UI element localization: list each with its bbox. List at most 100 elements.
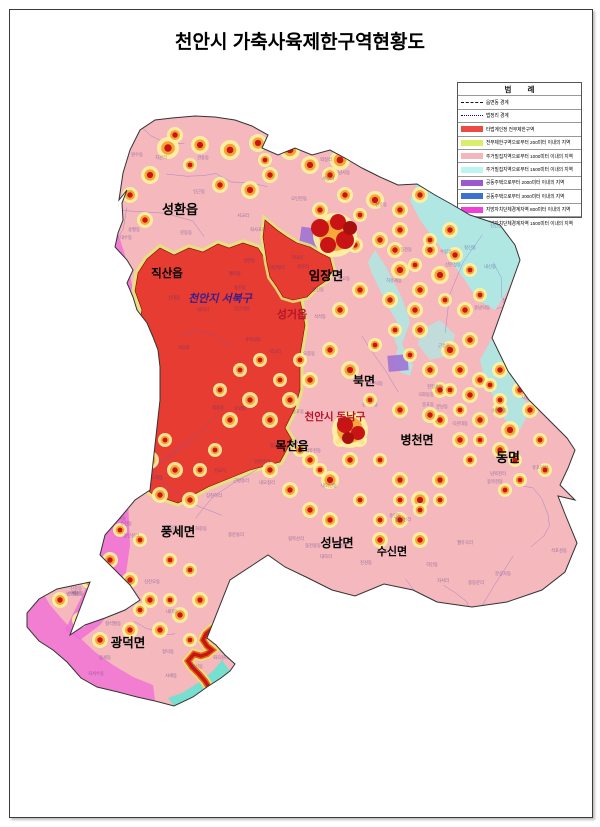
svg-text:진석동: 진석동 (527, 186, 539, 193)
svg-text:평성리: 평성리 (138, 468, 150, 475)
svg-text:양영리: 양영리 (548, 134, 560, 141)
svg-text:문동동: 문동동 (180, 230, 192, 235)
svg-text:림림동: 림림동 (529, 338, 541, 344)
svg-text:만내리: 만내리 (404, 624, 416, 631)
svg-text:교천동: 교천동 (416, 676, 428, 682)
svg-text:수근동: 수근동 (90, 174, 102, 180)
svg-text:하덕리: 하덕리 (291, 254, 303, 261)
svg-text:오인만동: 오인만동 (291, 195, 307, 201)
svg-text:내신리: 내신리 (538, 635, 550, 642)
svg-text:임장면: 임장면 (309, 268, 344, 283)
svg-text:하인동: 하인동 (426, 561, 438, 568)
svg-text:현목상리: 현목상리 (96, 399, 112, 406)
svg-text:산성원리: 산성원리 (500, 686, 516, 693)
svg-text:평석월동: 평석월동 (105, 620, 121, 627)
svg-text:광덕면: 광덕면 (111, 635, 146, 650)
svg-text:내신리: 내신리 (59, 375, 71, 382)
svg-text:대하리: 대하리 (320, 553, 332, 560)
svg-text:내영리: 내영리 (469, 159, 481, 166)
svg-text:문남동: 문남동 (436, 403, 448, 409)
svg-text:관송동: 관송동 (197, 154, 209, 160)
svg-text:월유곡리: 월유곡리 (457, 539, 473, 546)
svg-text:천포서리: 천포서리 (47, 250, 63, 257)
svg-text:내오정리: 내오정리 (259, 479, 275, 486)
svg-text:교북동: 교북동 (363, 675, 375, 681)
svg-text:천안지 서북구: 천안지 서북구 (188, 292, 253, 305)
svg-text:유북동: 유북동 (78, 402, 90, 408)
svg-text:목덕상리: 목덕상리 (540, 331, 556, 338)
svg-text:송남덕동: 송남덕동 (474, 304, 490, 311)
svg-text:근평송리: 근평송리 (233, 477, 249, 484)
svg-text:진성동: 진성동 (360, 559, 372, 565)
svg-text:정덕동: 정덕동 (162, 648, 174, 655)
svg-text:하유세동: 하유세동 (386, 277, 402, 284)
svg-text:정북동: 정북동 (390, 669, 402, 676)
svg-text:석포성동: 석포성동 (551, 547, 567, 554)
svg-text:월산동: 월산동 (72, 590, 84, 597)
svg-text:인오서동: 인오서동 (405, 691, 421, 698)
svg-text:현평용동: 현평용동 (427, 383, 443, 389)
svg-text:성남면: 성남면 (320, 535, 353, 550)
svg-text:유포덕리: 유포덕리 (532, 464, 548, 471)
svg-text:송인성리: 송인성리 (123, 532, 139, 539)
svg-text:직산읍: 직산읍 (151, 266, 183, 280)
svg-text:천동리: 천동리 (46, 465, 58, 472)
svg-text:월서성리: 월서성리 (395, 516, 411, 523)
svg-text:근송동: 근송동 (438, 342, 450, 348)
svg-text:월자동: 월자동 (70, 321, 82, 328)
svg-text:천안시 동남구: 천안시 동남구 (305, 410, 366, 423)
svg-text:문상자동: 문상자동 (495, 570, 511, 577)
svg-text:오인동: 오인동 (514, 631, 526, 637)
svg-text:송진동: 송진동 (234, 284, 246, 290)
svg-text:화곡원리: 화곡원리 (213, 654, 229, 661)
svg-text:천오성동: 천오성동 (147, 474, 163, 480)
svg-text:유양동: 유양동 (433, 136, 445, 143)
svg-text:인근동: 인근동 (193, 188, 205, 194)
svg-text:내대동: 내대동 (166, 608, 178, 615)
svg-text:송월동: 송월동 (128, 226, 140, 233)
svg-text:송천외동: 송천외동 (491, 407, 507, 414)
svg-text:중동문리: 중동문리 (468, 579, 484, 586)
svg-text:림목산리: 림목산리 (288, 535, 304, 542)
svg-text:자서리: 자서리 (437, 577, 449, 584)
svg-text:수림동: 수림동 (440, 248, 452, 255)
svg-text:대목리: 대목리 (197, 306, 209, 313)
svg-text:세유동: 세유동 (47, 382, 59, 389)
svg-text:문세동: 문세동 (99, 654, 111, 661)
svg-text:풍세면: 풍세면 (161, 524, 196, 539)
svg-text:수수송동: 수수송동 (379, 615, 395, 622)
svg-text:평용동: 평용동 (212, 404, 224, 410)
svg-text:세상리: 세상리 (322, 175, 334, 182)
svg-text:평석동: 평석동 (191, 663, 203, 670)
svg-text:성수동: 성수동 (551, 348, 563, 355)
svg-text:덕평동: 덕평동 (245, 672, 257, 679)
svg-text:오외동: 오외동 (234, 405, 246, 412)
svg-text:유서세동: 유서세동 (36, 392, 52, 399)
svg-text:양근대동: 양근대동 (234, 305, 250, 312)
svg-text:송포동: 송포동 (292, 408, 304, 414)
svg-text:외상동: 외상동 (178, 344, 190, 351)
svg-text:신대동: 신대동 (168, 294, 180, 301)
svg-text:남사동: 남사동 (338, 169, 350, 176)
svg-text:하양영리: 하양영리 (269, 264, 285, 271)
svg-text:외정리: 외정리 (320, 156, 332, 163)
svg-text:대수동: 대수동 (120, 234, 132, 241)
svg-text:남북천리: 남북천리 (490, 470, 506, 477)
svg-text:용문리: 용문리 (297, 263, 309, 270)
svg-text:동면: 동면 (496, 450, 520, 465)
svg-text:곡관대동: 곡관대동 (452, 420, 468, 427)
svg-text:원수동: 원수동 (131, 151, 143, 158)
svg-text:서송동: 서송동 (67, 562, 79, 569)
svg-text:현영근동: 현영근동 (461, 674, 477, 680)
svg-text:자서수동: 자서수동 (88, 670, 104, 677)
svg-text:덕교리: 덕교리 (269, 348, 281, 355)
svg-text:월덕동: 월덕동 (229, 270, 241, 277)
svg-text:송자동: 송자동 (357, 141, 369, 148)
svg-text:원대동: 원대동 (36, 340, 48, 347)
svg-text:송신동: 송신동 (312, 286, 324, 292)
svg-text:오유동: 오유동 (369, 612, 381, 618)
svg-text:원북하동: 원북하동 (81, 183, 97, 190)
svg-text:상천하리: 상천하리 (206, 492, 222, 499)
svg-text:유외성동: 유외성동 (245, 336, 261, 343)
svg-text:관근동: 관근동 (246, 689, 258, 695)
